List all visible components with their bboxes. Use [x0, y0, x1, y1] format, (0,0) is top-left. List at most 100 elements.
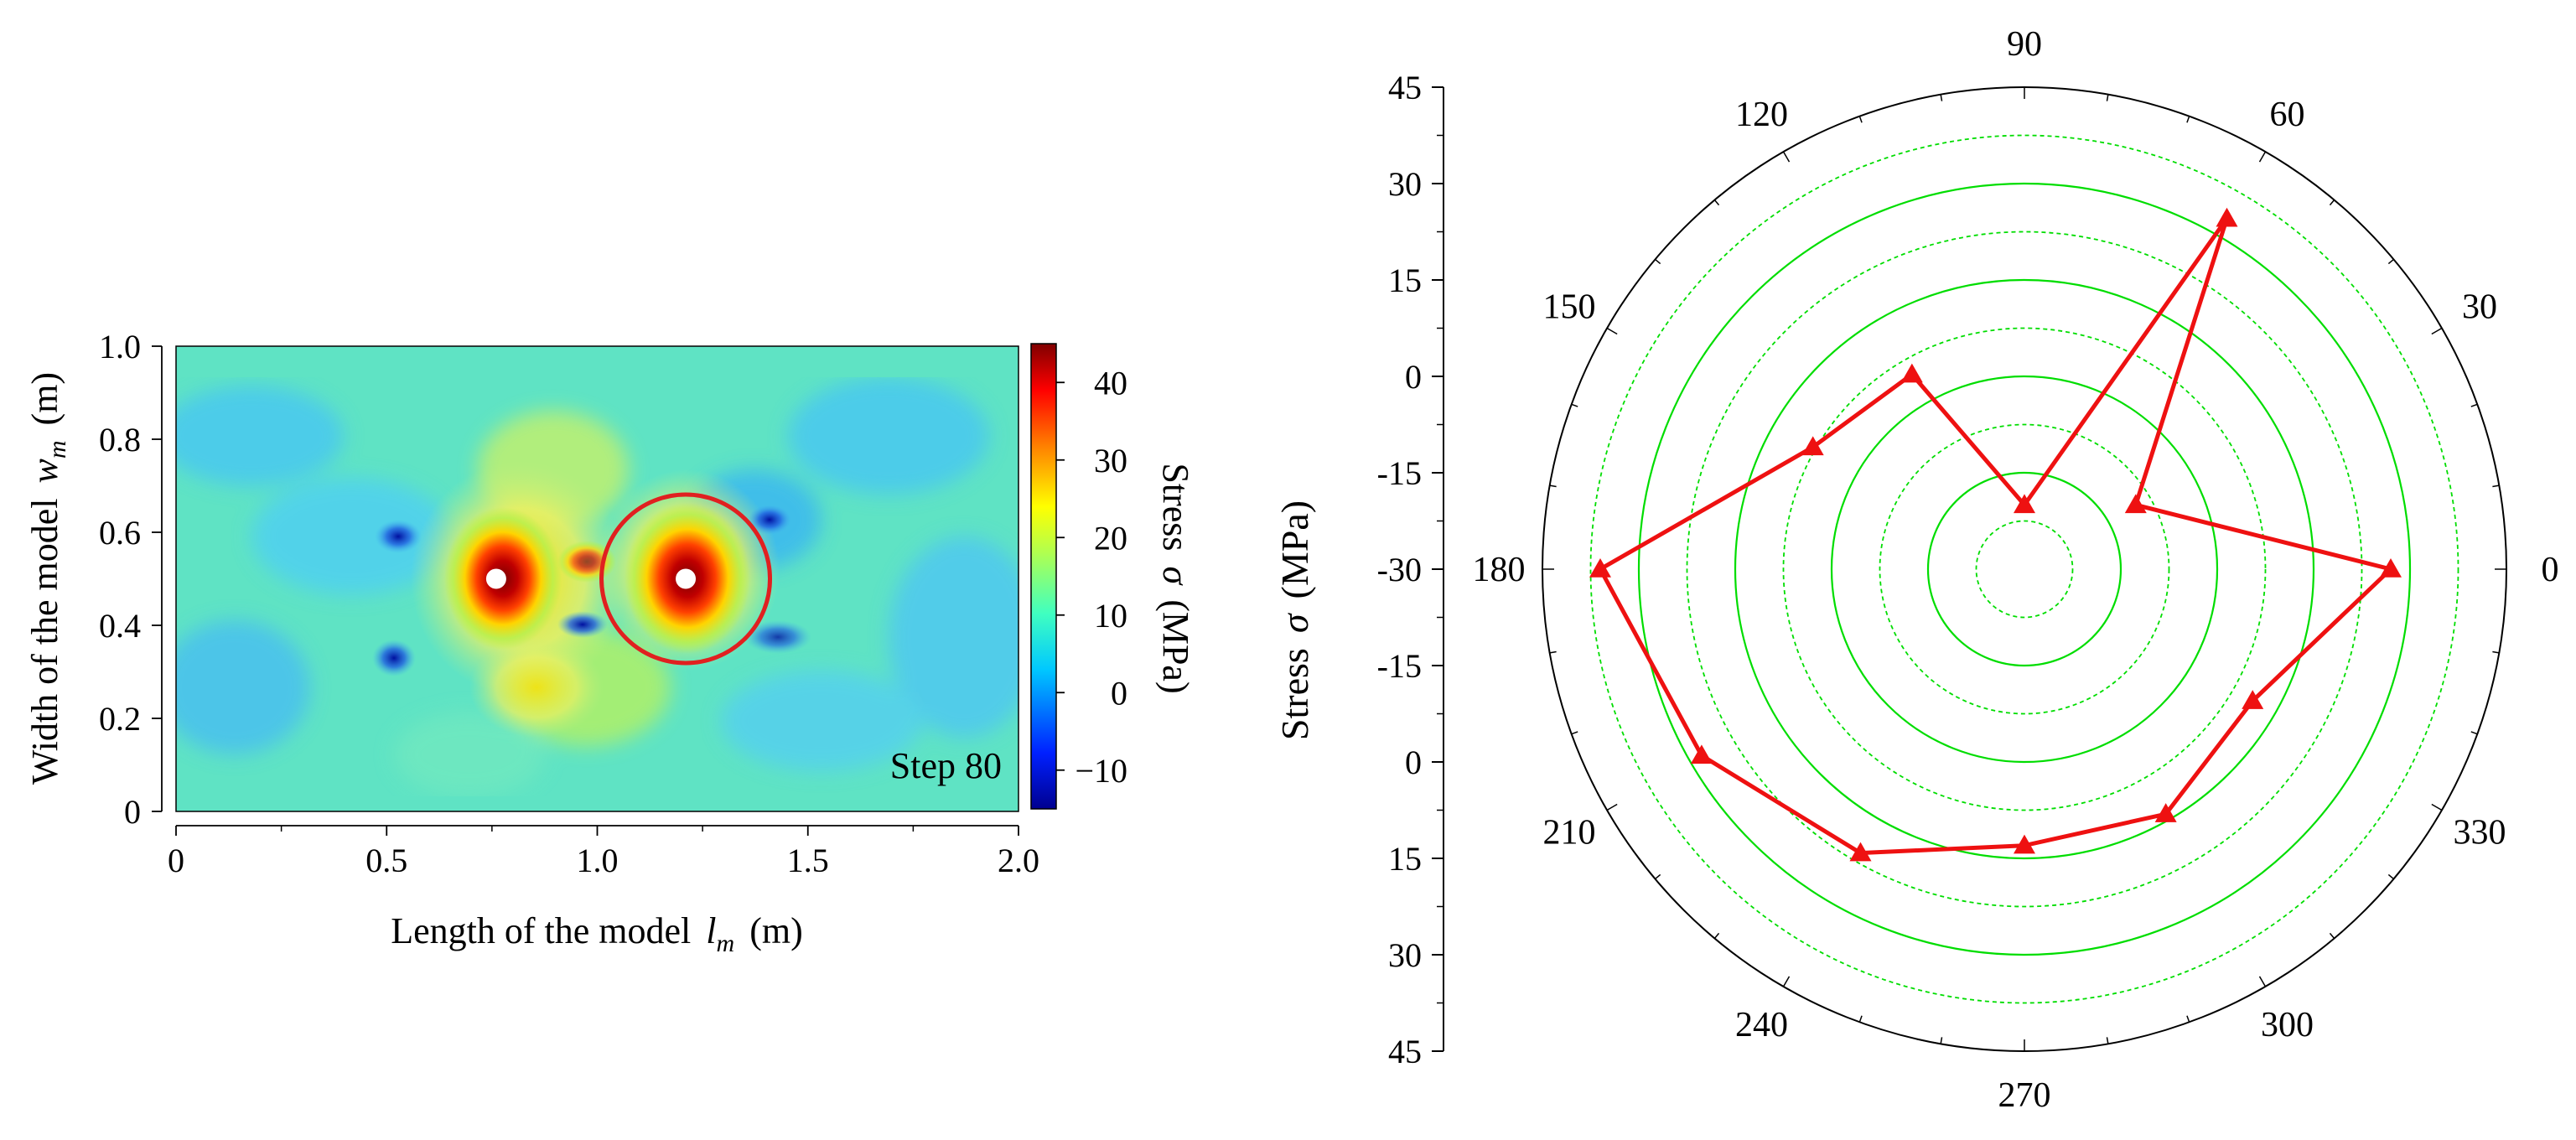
grid-circle-minor: [1782, 327, 2267, 811]
x-tick-label: 2.0: [998, 842, 1039, 879]
angle-label: 210: [1543, 814, 1596, 852]
ylabel-symbol: w: [24, 458, 65, 483]
angle-label: 300: [2261, 1006, 2314, 1044]
colorbar-label: Stress σ (MPa): [1155, 463, 1196, 693]
grid-circle-major: [1637, 182, 2412, 956]
x-tick-label: 1.5: [787, 842, 829, 879]
grid-circle-major: [1830, 375, 2219, 764]
data-point-marker: [1900, 363, 1923, 383]
radial-tick-label: 45: [1388, 69, 1422, 106]
colorbar-label-text: Stress: [1155, 463, 1196, 551]
grid-circle-major: [1926, 471, 2122, 667]
stress-heatmap: 0 0.5 1.0 1.5 2.0 0 0.2 0.4 0.6 0.8 1.0 Step 80 Le…: [24, 328, 1196, 957]
xlabel-text: Length of the model: [391, 910, 691, 951]
data-point-marker: [2014, 834, 2035, 854]
y-tick-label: 0: [124, 793, 141, 831]
angle-tick: [1606, 327, 1618, 335]
heatmap-frame: [175, 345, 1019, 812]
angle-label: 30: [2462, 288, 2497, 327]
radial-tick-label: 0: [1405, 358, 1422, 396]
polar-radial-axis: 45 30 15 0 -15 -30 -15 0 15 30 45: [1377, 69, 1444, 1070]
angle-tick: [2431, 327, 2443, 335]
angle-label: 60: [2270, 96, 2305, 134]
polar-ylabel-text: Stress: [1273, 648, 1316, 740]
colorbar-tick-label: 0: [1111, 674, 1127, 712]
colorbar-tick-label: 40: [1094, 364, 1127, 402]
borehole: [485, 568, 506, 589]
angle-tick: [1571, 403, 1578, 407]
radial-tick-label: -15: [1377, 647, 1422, 685]
colorbar: −10 0 10 20 30 40 Stress σ (MPa): [1030, 343, 1196, 810]
colorbar-gradient: [1030, 343, 1057, 810]
angle-tick: [1655, 873, 1661, 880]
colorbar-tick-label: −10: [1075, 752, 1127, 790]
borehole: [676, 568, 697, 589]
angle-label: 270: [1998, 1076, 2051, 1115]
angle-tick: [2186, 116, 2190, 123]
ylabel-subscript: m: [44, 440, 71, 459]
angle-tick: [2387, 258, 2394, 265]
svg-text:Stressσ(MPa): Stress σ (MPa): [1155, 463, 1196, 693]
angle-tick: [2492, 484, 2500, 488]
ylabel-unit: (m): [24, 372, 65, 426]
angle-label: 0: [2542, 551, 2559, 589]
angle-tick: [1655, 258, 1661, 265]
y-tick-label: 0.4: [99, 607, 141, 645]
angle-tick: [2258, 976, 2267, 987]
radial-tick-label: 30: [1388, 165, 1422, 203]
colorbar-label-symbol: σ: [1155, 566, 1196, 586]
y-tick-label: 0.6: [99, 514, 141, 552]
angle-tick: [2492, 650, 2500, 654]
angle-tick: [1571, 731, 1578, 735]
x-tick-label: 0.5: [365, 842, 407, 879]
colorbar-label-unit: (MPa): [1155, 599, 1196, 693]
angle-tick: [2431, 803, 2443, 811]
radial-tick-label: 30: [1388, 936, 1422, 974]
data-point-marker: [1589, 558, 1611, 578]
y-tick-label: 0.8: [99, 421, 141, 459]
grid-circle-minor: [1975, 520, 2074, 619]
radial-tick-label: -30: [1377, 551, 1422, 588]
angle-tick: [2387, 873, 2394, 880]
angle-tick: [2186, 1015, 2190, 1023]
angle-label: 90: [2007, 25, 2042, 64]
angle-tick: [1858, 1015, 1863, 1023]
angle-tick: [2329, 932, 2335, 939]
x-tick-label: 1.0: [577, 842, 619, 879]
grid-circle-minor: [1589, 134, 2459, 1004]
colorbar-tick-label: 30: [1094, 442, 1127, 479]
radial-tick-label: 0: [1405, 744, 1422, 781]
radial-tick-label: 15: [1388, 262, 1422, 299]
angle-label: 330: [2453, 814, 2506, 852]
highlight-circle: [599, 492, 773, 666]
angle-tick: [2329, 200, 2335, 206]
data-point-marker: [2014, 494, 2035, 514]
grid-circle-major: [1734, 278, 2315, 860]
angle-label: 150: [1543, 288, 1596, 327]
y-tick-label: 1.0: [99, 328, 141, 365]
heatmap-axes: 0 0.5 1.0 1.5 2.0 0 0.2 0.4 0.6 0.8 1.0: [99, 328, 1039, 879]
polar-grid: [1542, 86, 2507, 1052]
polar-ylabel-unit: (MPa): [1273, 500, 1316, 599]
data-point-marker: [2242, 690, 2264, 709]
data-point-marker: [2216, 207, 2238, 227]
stress-field: [176, 346, 1018, 811]
series-line: [1597, 217, 2396, 856]
y-tick-label: 0.2: [99, 700, 141, 738]
radial-tick-label: 15: [1388, 840, 1422, 878]
grid-circle-minor: [1879, 423, 2170, 715]
angle-tick: [1549, 484, 1557, 488]
xlabel-subscript: m: [717, 930, 735, 957]
data-point-marker: [2124, 494, 2147, 514]
data-point-marker: [2154, 803, 2177, 822]
data-point-marker: [1849, 842, 1872, 862]
data-point-marker: [2380, 558, 2402, 578]
colorbar-tick-label: 10: [1094, 597, 1127, 635]
angle-tick: [2470, 403, 2478, 407]
polar-ylabel: Stress σ (MPa): [1273, 500, 1316, 740]
angle-label: 120: [1735, 96, 1788, 134]
angle-label: 240: [1735, 1006, 1788, 1044]
step-annotation: Step 80: [890, 745, 1002, 786]
